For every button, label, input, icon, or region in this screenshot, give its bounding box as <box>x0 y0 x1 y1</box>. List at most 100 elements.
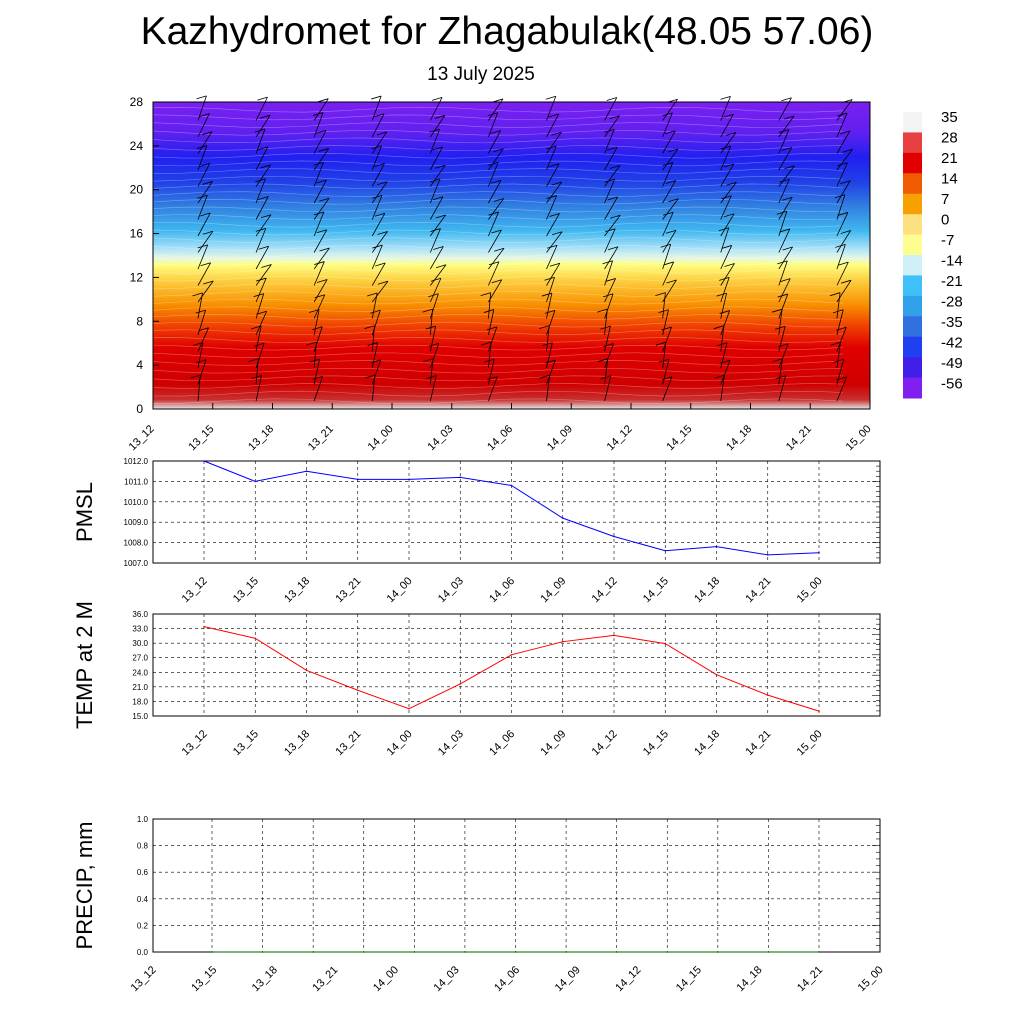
wind-barb <box>604 165 621 187</box>
wind-barb <box>546 231 563 253</box>
wind-barb-flag <box>487 376 498 380</box>
y-tick-label: 18.0 <box>132 697 148 706</box>
x-tick-label: 14_21 <box>743 575 773 605</box>
wind-barb <box>371 292 378 319</box>
wind-barb <box>197 181 213 204</box>
contour-line <box>152 268 844 274</box>
wind-barb <box>313 358 320 385</box>
wind-barb <box>197 342 204 369</box>
data-point <box>356 689 359 692</box>
wind-barb <box>836 244 846 270</box>
wind-barb <box>720 293 727 319</box>
contour-line <box>152 152 844 159</box>
colorbar-label: -56 <box>941 376 963 393</box>
wind-barb-flag <box>837 212 849 216</box>
wind-barb-flag <box>256 277 267 282</box>
wind-barb <box>662 98 678 121</box>
wind-barb <box>313 279 328 303</box>
wind-barb-flag <box>371 95 382 100</box>
wind-barb <box>429 358 434 385</box>
wind-barb-flag <box>541 292 553 297</box>
wind-barb <box>488 112 499 138</box>
wind-barb-flag <box>493 247 505 252</box>
wind-barb-flag <box>835 244 846 248</box>
wind-barb-flag <box>367 292 378 297</box>
wind-barb-flag <box>666 279 677 284</box>
colorbar-swatch <box>903 295 922 317</box>
x-tick-label: 14_21 <box>743 728 773 758</box>
wind-barb <box>604 246 619 270</box>
data-point <box>561 517 564 519</box>
data-point <box>254 480 257 483</box>
contour-line <box>152 390 844 397</box>
wind-barb <box>778 358 783 385</box>
contour-line <box>152 214 844 220</box>
wind-barb-flag <box>546 244 558 249</box>
wind-barb <box>720 277 730 303</box>
wind-barb <box>836 212 849 237</box>
x-tick-label: 14_06 <box>492 964 522 994</box>
wind-barb <box>836 112 848 138</box>
x-tick-label: 14_12 <box>613 964 643 994</box>
data-point <box>666 951 669 953</box>
wind-barb-flag <box>377 231 388 235</box>
wind-barb-flag <box>314 261 325 265</box>
x-tick-label: 13_21 <box>333 728 363 758</box>
wind-barb <box>720 96 731 121</box>
wind-barb-flag <box>493 148 504 153</box>
wind-barb <box>255 196 269 220</box>
wind-barb-flag <box>551 181 562 186</box>
wind-barb <box>604 196 618 220</box>
wind-barb-flag <box>602 260 613 265</box>
x-tick-label: 14_03 <box>436 575 466 605</box>
wind-barb-flag <box>260 164 271 169</box>
x-tick-label: 14_00 <box>371 964 401 994</box>
wind-barb <box>836 342 841 369</box>
colorbar-swatch <box>903 152 922 174</box>
wind-barb-flag <box>551 131 562 136</box>
wind-barb <box>313 376 324 402</box>
wind-barb-flag <box>374 212 385 217</box>
wind-barb-flag <box>665 130 676 135</box>
contour-line <box>152 252 844 259</box>
wind-barb <box>720 360 731 385</box>
wind-barb-flag <box>319 247 330 252</box>
wind-barb-flag <box>716 292 727 297</box>
wind-barb-flag <box>435 264 447 269</box>
wind-barb <box>197 359 207 385</box>
wind-barb-flag <box>544 276 555 281</box>
wind-barb <box>720 163 735 187</box>
data-point <box>305 669 308 672</box>
wind-barb-flag <box>713 325 725 330</box>
x-tick-label: 13_21 <box>333 575 363 605</box>
wind-barb <box>429 278 442 303</box>
contour-line <box>152 283 844 289</box>
wind-barb-flag <box>192 342 204 346</box>
wind-barb <box>488 376 498 402</box>
wind-barb-flag <box>317 279 328 283</box>
x-tick-label: 15_00 <box>856 964 886 994</box>
x-tick-label: 14_21 <box>795 964 825 994</box>
wind-barb <box>197 244 209 270</box>
data-point <box>510 654 513 656</box>
wind-barb <box>255 293 265 319</box>
wind-barb <box>371 359 382 385</box>
wind-barb-flag <box>306 341 317 346</box>
wind-barb-flag <box>202 230 214 235</box>
wind-barb-flag <box>364 374 376 379</box>
wind-barb-flag <box>258 245 269 250</box>
wind-barb <box>313 130 327 154</box>
wind-barb-flag <box>250 325 262 330</box>
wind-barb <box>429 343 440 369</box>
wind-barb <box>429 97 443 121</box>
wind-barb <box>836 261 849 286</box>
wind-barb <box>371 163 385 187</box>
wind-barb <box>778 246 793 270</box>
wind-barb-flag <box>377 181 388 186</box>
wind-barb-flag <box>719 310 730 314</box>
wind-barb-flag <box>719 277 730 281</box>
wind-barb <box>197 195 208 220</box>
colorbar-label: 28 <box>941 130 958 147</box>
wind-barb-flag <box>663 261 674 266</box>
wind-barb <box>546 277 555 303</box>
